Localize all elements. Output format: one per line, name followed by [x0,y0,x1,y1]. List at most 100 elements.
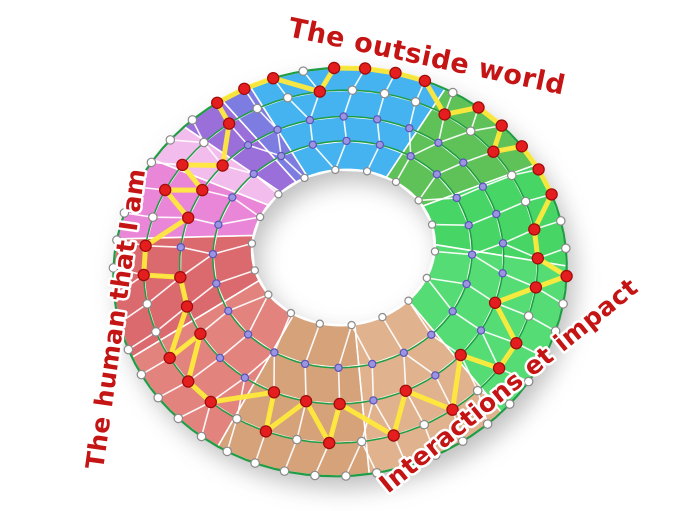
graph-node-red[interactable] [510,337,523,350]
graph-node-red[interactable] [438,108,451,121]
graph-node-white[interactable] [282,92,293,103]
graph-node-purple[interactable] [478,182,488,191]
graph-node-purple[interactable] [215,353,225,363]
graph-node-red[interactable] [216,159,229,172]
graph-node-white[interactable] [560,243,571,254]
graph-node-red[interactable] [529,281,543,294]
graph-node-purple[interactable] [405,123,414,133]
graph-node-white[interactable] [550,326,561,336]
graph-node-white[interactable] [148,212,158,222]
graph-node-white[interactable] [356,436,367,447]
graph-node-red[interactable] [515,140,529,153]
graph-node-purple[interactable] [270,348,279,357]
graph-node-white[interactable] [520,196,531,207]
graph-node-purple[interactable] [339,112,348,121]
graph-node-purple[interactable] [399,348,408,357]
graph-node-white[interactable] [371,467,382,478]
graph-node-white[interactable] [419,419,429,430]
graph-node-white[interactable] [292,434,302,445]
graph-node-white[interactable] [222,446,232,457]
graph-node-red[interactable] [488,296,502,309]
graph-node-white[interactable] [506,170,517,181]
graph-node-white[interactable] [300,173,309,183]
graph-node-white[interactable] [401,460,412,471]
graph-node-white[interactable] [457,436,468,446]
graph-node-white[interactable] [315,319,324,328]
graph-node-white[interactable] [274,190,283,199]
graph-node-white[interactable] [286,308,296,318]
graph-node-red[interactable] [492,362,506,375]
graph-node-white[interactable] [264,290,273,299]
graph-node-white[interactable] [539,352,549,362]
graph-node-red[interactable] [560,269,573,283]
graph-node-white[interactable] [196,431,207,442]
graph-node-purple[interactable] [214,220,223,229]
graph-node-white[interactable] [378,312,387,322]
graph-node-red[interactable] [472,101,485,114]
graph-node-purple[interactable] [452,193,461,203]
graph-node-red[interactable] [176,158,189,172]
graph-node-white[interactable] [123,344,134,355]
graph-node-purple[interactable] [498,269,507,278]
graph-node-red[interactable] [399,384,412,397]
graph-node-white[interactable] [114,318,124,328]
graph-node-purple[interactable] [273,125,282,134]
graph-node-purple[interactable] [243,330,253,339]
graph-node-red[interactable] [267,71,280,85]
graph-node-purple[interactable] [434,138,443,147]
graph-node-purple[interactable] [176,242,185,252]
graph-node-white[interactable] [112,235,122,245]
graph-node-white[interactable] [482,419,493,429]
graph-node-purple[interactable] [498,239,508,248]
graph-node-white[interactable] [465,126,476,136]
graph-node-white[interactable] [247,239,257,248]
graph-node-red[interactable] [174,271,187,284]
graph-node-white[interactable] [279,466,290,476]
graph-node-red[interactable] [387,429,400,442]
graph-node-red[interactable] [238,82,251,96]
graph-node-purple[interactable] [228,193,237,202]
graph-node-white[interactable] [199,137,209,148]
graph-node-white[interactable] [131,182,141,192]
graph-node-red[interactable] [531,252,545,265]
graph-node-white[interactable] [430,450,441,460]
graph-node-purple[interactable] [369,396,378,405]
graph-node-white[interactable] [414,196,423,205]
graph-node-white[interactable] [427,220,437,229]
graph-node-red[interactable] [418,74,432,88]
graph-node-purple[interactable] [308,140,317,149]
graph-node-red[interactable] [163,351,176,365]
graph-node-white[interactable] [146,157,157,168]
graph-node-white[interactable] [255,212,265,222]
graph-node-purple[interactable] [305,115,315,125]
graph-node-white[interactable] [472,385,483,396]
graph-node-purple[interactable] [476,326,486,335]
graph-node-white[interactable] [151,326,161,337]
graph-node-red[interactable] [158,183,172,197]
graph-node-red[interactable] [204,395,217,409]
graph-node-red[interactable] [327,61,341,75]
graph-node-red[interactable] [454,348,467,362]
graph-node-purple[interactable] [342,136,351,146]
graph-node-white[interactable] [232,413,242,424]
graph-node-white[interactable] [250,266,259,275]
graph-node-purple[interactable] [427,330,436,339]
graph-node-red[interactable] [333,397,346,411]
graph-node-red[interactable] [259,425,273,438]
graph-node-white[interactable] [558,299,568,309]
graph-node-red[interactable] [267,386,281,399]
graph-node-red[interactable] [545,188,558,201]
graph-node-white[interactable] [310,470,320,481]
graph-node-red[interactable] [532,163,545,176]
graph-node-purple[interactable] [459,158,468,167]
graph-node-red[interactable] [137,268,150,282]
graph-node-purple[interactable] [277,151,286,161]
graph-node-white[interactable] [153,392,163,403]
graph-node-white[interactable] [136,369,147,380]
graph-node-red[interactable] [313,85,326,98]
graph-node-white[interactable] [504,399,515,409]
graph-node-purple[interactable] [462,279,471,289]
graph-node-red[interactable] [139,239,152,252]
graph-node-red[interactable] [181,211,195,224]
graph-node-purple[interactable] [300,359,310,369]
